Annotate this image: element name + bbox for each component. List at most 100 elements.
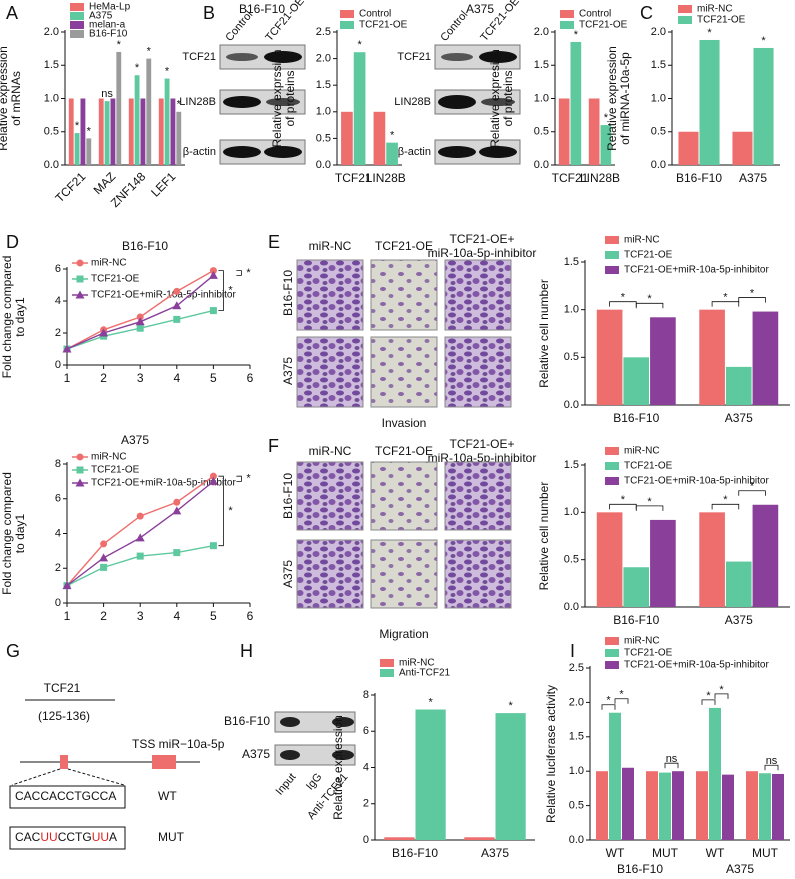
- significance: *: [177, 99, 182, 111]
- y-tick-label: 0: [55, 597, 61, 609]
- legend-swatch: [678, 5, 692, 13]
- legend-label: TCF21-OE: [624, 461, 673, 472]
- y-tick-label: 2: [55, 327, 61, 339]
- bar: [464, 837, 495, 840]
- y-tick-label: 0: [363, 834, 369, 846]
- x-tick-label: 2: [100, 371, 107, 385]
- panel-label: I: [570, 641, 575, 661]
- point: [136, 552, 144, 560]
- significance: *: [135, 62, 140, 74]
- column-label: miR-NC: [309, 444, 352, 458]
- significance: *: [647, 496, 652, 508]
- point: [209, 542, 217, 550]
- bar: [650, 317, 676, 405]
- column-label: TCF21-OE: [375, 239, 433, 253]
- group-label: A375: [726, 862, 754, 876]
- point: [173, 315, 181, 323]
- y-axis-label: Relative exprssion: [270, 49, 284, 147]
- panel-label: H: [240, 641, 253, 661]
- x-tick-label: B16-F10: [613, 411, 659, 425]
- point: [209, 472, 217, 480]
- y-tick-label: 2.0: [44, 26, 59, 38]
- bar: [98, 98, 104, 165]
- legend-swatch: [70, 30, 84, 38]
- panel-label: B: [203, 3, 215, 23]
- significance: *: [621, 494, 626, 506]
- blot-row-label: TCF21: [397, 51, 431, 63]
- bar: [134, 75, 140, 165]
- point: [100, 563, 108, 571]
- x-tick-label: TCF21: [53, 169, 89, 205]
- bar: [609, 712, 621, 840]
- y-tick-label: 0: [55, 359, 61, 371]
- bar: [725, 561, 752, 607]
- caption: Migration: [379, 627, 428, 641]
- legend-label: TCF21-OE: [91, 465, 140, 476]
- y-tick-label: 2.0: [316, 53, 331, 65]
- bar: [68, 98, 74, 165]
- lane-label: IgG: [304, 771, 325, 792]
- bar: [678, 131, 699, 165]
- x-tick-label: 3: [137, 609, 144, 623]
- significance: *: [508, 700, 513, 712]
- y-tick-label: 6: [55, 263, 61, 275]
- sig-bracket: [635, 505, 664, 511]
- line: [66, 269, 214, 350]
- sig-bracket: [218, 475, 224, 547]
- y-axis-label: of mRNAs: [9, 71, 23, 126]
- legend-label: miR-NC: [91, 452, 127, 463]
- x-tick-label: 1: [64, 609, 71, 623]
- y-tick-label: 1.5: [534, 59, 549, 71]
- legend-label: A375: [89, 11, 113, 22]
- panel-labels: A B C D E F G H I: [6, 3, 653, 661]
- x-tick-label: 6: [247, 371, 254, 385]
- significance: *: [606, 695, 611, 707]
- legend-swatch: [605, 462, 619, 470]
- y-tick-label: 2.5: [569, 662, 584, 674]
- legend-label: TCF21-OE+miR-10a-5p-inhibitor: [624, 660, 769, 671]
- significance: *: [147, 46, 152, 58]
- binding-site-diagram: TCF21 (125-136) TSS miR−10a-5p CACCACCTG…: [9, 681, 225, 850]
- x-tick-label: A375: [725, 411, 753, 425]
- y-tick-label: 1.5: [44, 59, 59, 71]
- significance: *: [87, 125, 92, 137]
- significance: *: [246, 473, 251, 485]
- seq-mutation: UU: [40, 830, 57, 844]
- y-tick-label: 1.0: [564, 506, 579, 518]
- column-label: TCF21-OE+: [449, 437, 514, 451]
- y-tick-label: 1.5: [651, 59, 666, 71]
- y-tick-label: 0.0: [564, 399, 579, 411]
- significance: *: [723, 292, 728, 304]
- bar: [116, 51, 122, 166]
- legend-swatch: [605, 637, 619, 645]
- significance: *: [619, 689, 624, 701]
- legend-label: miR-NC: [399, 658, 435, 669]
- y-axis-label: Relative expression: [605, 46, 619, 151]
- y-axis-label: to day1: [13, 297, 27, 337]
- bar: [659, 772, 671, 840]
- x-tick-label: LIN28B: [366, 171, 406, 185]
- significance: *: [706, 690, 711, 702]
- y-axis-label: Relative expresion: [488, 49, 502, 148]
- bar: [74, 133, 80, 165]
- bar: [650, 519, 676, 607]
- bar: [596, 309, 623, 405]
- y-tick-label: 0.0: [316, 159, 331, 171]
- bar: [646, 771, 658, 840]
- significance: *: [707, 27, 712, 39]
- x-tick-label: A375: [481, 846, 509, 860]
- point: [62, 581, 72, 590]
- sig-bracket: [711, 503, 740, 510]
- y-tick-label: 0.5: [651, 126, 666, 138]
- legend-swatch: [70, 12, 84, 20]
- point: [173, 498, 181, 506]
- sig-bracket: [635, 302, 664, 309]
- point: [62, 344, 72, 353]
- point: [75, 478, 85, 487]
- x-tick-label: WT: [706, 846, 725, 860]
- y-tick-label: 0.5: [534, 126, 549, 138]
- y-tick-label: 2.0: [569, 696, 584, 708]
- sig-bracket: [714, 693, 729, 699]
- x-tick-label: LIN28B: [580, 171, 620, 185]
- bar: [725, 366, 752, 405]
